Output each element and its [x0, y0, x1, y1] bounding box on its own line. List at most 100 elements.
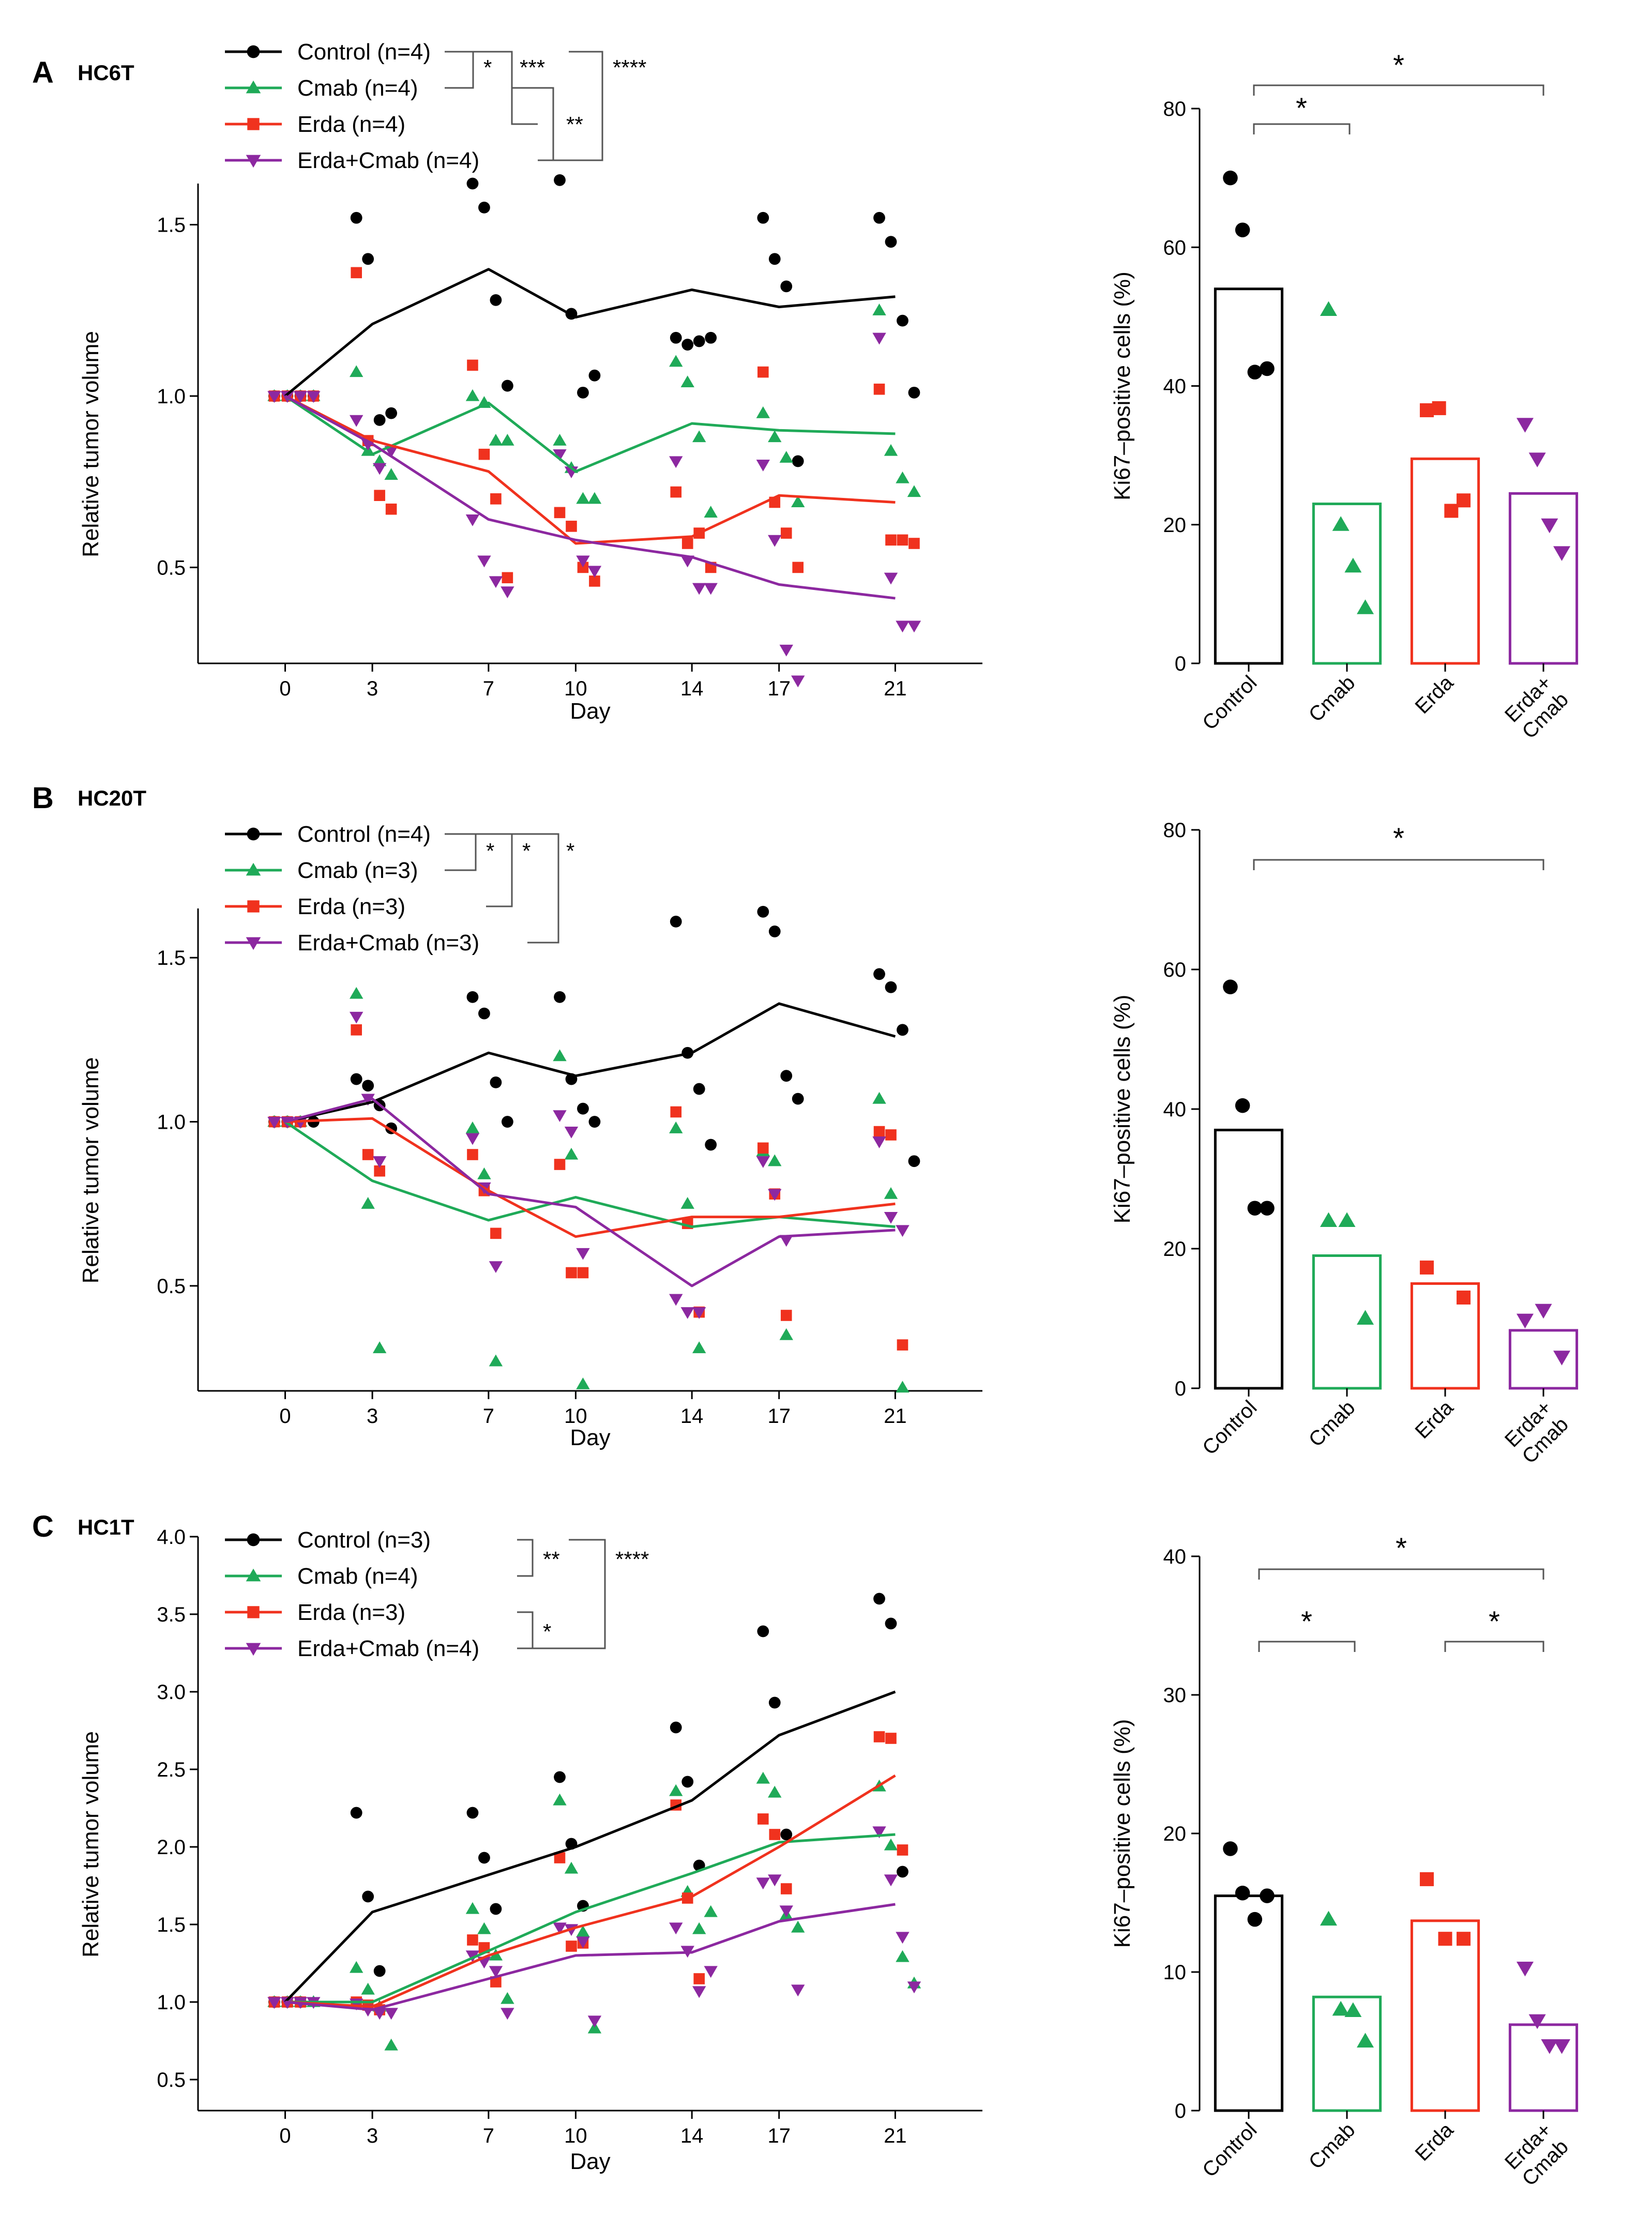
b-line-point-control	[908, 1155, 920, 1167]
a-line-point-erda-cmab	[680, 555, 694, 568]
a-bar-point-erda	[1444, 504, 1459, 518]
c-line-point-control	[670, 1721, 682, 1734]
a-line-point-control	[478, 202, 490, 214]
a-bar-point-cmab	[1320, 301, 1337, 316]
a-line-point-erda	[792, 562, 804, 573]
c-line-point-erda	[780, 1883, 792, 1894]
c-line-point-control	[885, 1617, 897, 1630]
b-bar-point-erda-cmab	[1553, 1351, 1571, 1366]
c-bar-bar-erda-cmab	[1508, 2023, 1579, 2112]
a-line-point-cmab	[587, 492, 602, 504]
a-bar-point-control	[1260, 361, 1275, 376]
a-line-legend-label-erda-cmab: Erda+Cmab (n=4)	[297, 148, 479, 173]
c-line-point-erda-cmab	[465, 1950, 480, 1963]
b-line-point-erda	[374, 1165, 385, 1177]
c-line-point-cmab	[477, 1922, 491, 1934]
b-line-point-erda-cmab	[350, 1011, 363, 1024]
a-line-sig-label: ***	[520, 55, 545, 80]
c-line-x-tick-label: 0	[279, 2125, 291, 2147]
b-line-y-tick-label: 0.5	[157, 1275, 186, 1298]
a-line-legend-label-control: Control (n=4)	[297, 39, 431, 65]
a-line-point-erda-cmab	[307, 391, 321, 403]
panel-c-bar-chart: 0 10 20 30 40 Ki67–positive cells (%) Control C…	[1110, 1532, 1579, 2191]
b-line-point-erda	[780, 1310, 792, 1321]
panel-a-line-chart: 0.5 1.0 1.5 0 3 7 10 14 17 21 Day Relative tumor vo…	[78, 39, 982, 724]
c-line-x-axis-title: Day	[570, 2149, 610, 2174]
b-line-point-cmab	[669, 1121, 683, 1133]
a-line-point-cmab	[501, 433, 514, 446]
a-line-sig-bracket	[538, 51, 603, 161]
c-line-sig-bracket	[517, 1539, 534, 1577]
c-line-point-erda-cmab	[501, 2008, 514, 2020]
panel-a: A HC6T 0.5 1.0 1.5 0 3 7 10 14 17 21 Day Relative t…	[32, 39, 1579, 743]
c-bar-x-tick-label-cmab: Cmab	[1305, 2118, 1360, 2174]
c-line-point-cmab	[756, 1771, 770, 1784]
b-bar-x-tick-label-control: Control	[1198, 1396, 1261, 1459]
c-line-sig-label: *	[543, 1619, 551, 1644]
a-line-point-erda	[897, 534, 908, 546]
c-line-point-control	[780, 1828, 793, 1841]
c-line-point-control	[757, 1625, 769, 1637]
a-line-point-erda-cmab	[477, 555, 491, 568]
b-line-point-cmab	[779, 1328, 793, 1340]
c-line-point-cmab	[465, 1902, 480, 1914]
a-line-point-erda-cmab	[361, 439, 375, 451]
a-line-point-control	[385, 407, 398, 419]
a-line-point-cmab	[791, 495, 805, 508]
a-line-point-control	[681, 339, 694, 351]
b-line-point-erda-cmab	[669, 1294, 683, 1306]
a-line-mean-line-cmab	[284, 395, 896, 473]
a-line-point-control	[362, 253, 374, 265]
c-line-mean-line-control	[284, 1690, 896, 2003]
a-line-point-control	[693, 335, 705, 347]
c-line-point-control	[490, 1903, 502, 1915]
a-bar-sig-bracket	[1253, 123, 1351, 134]
a-bar-x-tick-label-erda: Erda	[1411, 671, 1458, 718]
a-bar-point-erda	[1419, 403, 1434, 417]
c-bar-point-erda	[1438, 1932, 1452, 1946]
b-line-point-erda	[467, 1149, 478, 1160]
a-line-point-erda	[670, 486, 682, 498]
c-line-point-cmab	[896, 1950, 910, 1962]
a-bar-bar-control	[1214, 287, 1284, 665]
c-line-point-control	[873, 1593, 885, 1605]
a-bar-point-control	[1235, 222, 1250, 237]
a-line-point-erda-cmab	[872, 332, 886, 345]
c-line-point-erda	[566, 1940, 577, 1952]
a-line-y-tick-label: 1.0	[157, 385, 186, 408]
a-line-point-control	[588, 369, 601, 382]
a-line-point-control	[373, 414, 386, 426]
a-line-mean-line-control	[284, 268, 896, 397]
c-line-point-cmab	[489, 1948, 503, 1961]
a-line-point-erda	[502, 572, 513, 584]
b-line-sig-label: *	[522, 839, 531, 863]
a-line-mean-line-erda-cmab	[284, 395, 896, 600]
c-line-point-cmab	[669, 1784, 683, 1796]
a-bar-x-tick-label-line: Cmab	[1305, 671, 1360, 726]
b-line-point-control	[897, 1024, 908, 1036]
a-line-point-erda-cmab	[501, 586, 514, 598]
c-line-point-cmab	[553, 1793, 567, 1806]
a-line-point-erda	[757, 366, 769, 378]
a-line-x-tick-label: 14	[680, 677, 704, 700]
a-line-point-erda-cmab	[576, 555, 590, 568]
b-bar-bar-erda-cmab	[1508, 1329, 1579, 1390]
b-line-point-erda	[897, 1339, 908, 1351]
b-bar-x-tick-label-line: Control	[1198, 1396, 1261, 1459]
c-line-point-erda-cmab	[872, 1826, 886, 1839]
b-line-point-erda-cmab	[884, 1212, 898, 1224]
c-bar-x-tick-label-erda-cmab: Erda+Cmab	[1501, 2118, 1573, 2191]
a-line-point-control	[792, 455, 804, 467]
c-bar-point-erda-cmab	[1553, 2039, 1571, 2054]
a-line-point-cmab	[907, 485, 921, 497]
c-line-legend-label-control: Control (n=3)	[297, 1527, 431, 1553]
b-line-point-erda	[490, 1227, 502, 1239]
panel-a-letter: A	[32, 56, 54, 89]
b-line-point-erda-cmab	[768, 1189, 782, 1201]
panel-b-name: HC20T	[78, 786, 146, 810]
a-line-point-erda-cmab	[350, 415, 363, 427]
a-bar-y-axis-title: Ki67–positive cells (%)	[1110, 271, 1135, 501]
b-line-point-cmab	[465, 1121, 480, 1133]
b-bar-bar-control	[1214, 1129, 1284, 1390]
a-line-point-control	[908, 386, 920, 399]
